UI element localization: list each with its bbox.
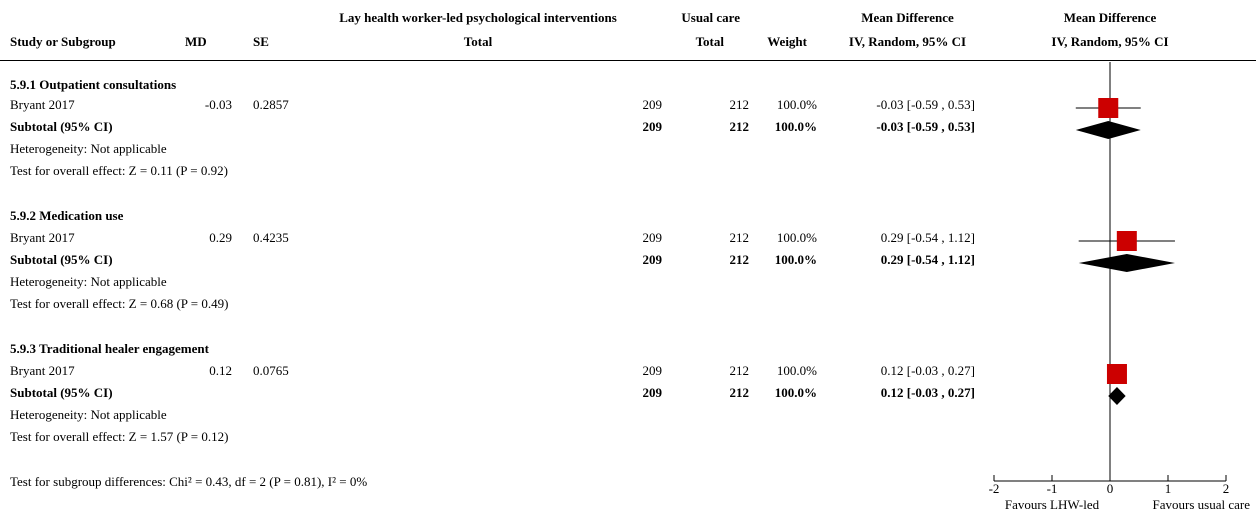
header-study-or-subgroup: Study or Subgroup: [10, 34, 116, 49]
subgroup-title: 5.9.2 Medication use: [10, 208, 124, 223]
study-weight: 100.0%: [776, 363, 817, 378]
study-se: 0.0765: [253, 363, 289, 378]
overall-effect-text: Test for overall effect: Z = 0.68 (P = 0…: [10, 296, 229, 311]
header-divider: [0, 60, 1256, 61]
study-n-ctrl: 212: [729, 230, 750, 245]
heterogeneity-text: Heterogeneity: Not applicable: [10, 141, 167, 156]
study-n-exp: 209: [642, 97, 663, 112]
header-plot-title: Mean Difference: [1063, 10, 1157, 25]
header-se: SE: [253, 34, 269, 49]
study-marker: [1116, 231, 1137, 251]
study-marker: [1106, 364, 1127, 384]
study-weight: 100.0%: [776, 230, 817, 245]
heterogeneity-text: Heterogeneity: Not applicable: [10, 274, 167, 289]
x-tick-label: -2: [989, 481, 1000, 496]
subtotal-diamond: [1075, 121, 1141, 139]
subtotal-ci: 0.29 [-0.54 , 1.12]: [880, 252, 975, 267]
header-experimental-group: Lay health worker-led psychological inte…: [339, 10, 617, 25]
overall-effect-text: Test for overall effect: Z = 1.57 (P = 0…: [10, 429, 229, 444]
study-md: -0.03: [204, 97, 232, 112]
subtotal-n-exp: 209: [642, 385, 663, 400]
subtotal-diamond: [1108, 387, 1126, 405]
study-ci: 0.12 [-0.03 , 0.27]: [880, 363, 975, 378]
study-name: Bryant 2017: [10, 230, 75, 245]
subtotal-ci: -0.03 [-0.59 , 0.53]: [876, 119, 975, 134]
header-effect-method: IV, Random, 95% CI: [848, 34, 967, 49]
subtotal-weight: 100.0%: [774, 252, 817, 267]
study-weight: 100.0%: [776, 97, 817, 112]
header-control-total: Total: [695, 34, 724, 49]
subtotal-weight: 100.0%: [774, 119, 817, 134]
subgroup-title: 5.9.3 Traditional healer engagement: [10, 341, 209, 356]
subgroup-title: 5.9.1 Outpatient consultations: [10, 77, 177, 92]
subtotal-n-exp: 209: [642, 119, 663, 134]
study-n-exp: 209: [642, 363, 663, 378]
subtotal-ci: 0.12 [-0.03 , 0.27]: [880, 385, 975, 400]
header-effect-title: Mean Difference: [861, 10, 954, 25]
study-ci: -0.03 [-0.59 , 0.53]: [876, 97, 975, 112]
study-se: 0.4235: [253, 230, 289, 245]
favours-right-label: Favours usual care: [1153, 497, 1251, 512]
study-md: 0.29: [209, 230, 232, 245]
study-marker: [1098, 98, 1119, 118]
subtotal-label: Subtotal (95% CI): [10, 252, 113, 267]
subtotal-label: Subtotal (95% CI): [10, 385, 113, 400]
subtotal-n-exp: 209: [642, 252, 663, 267]
subtotal-n-ctrl: 212: [729, 385, 750, 400]
x-tick-label: -1: [1047, 481, 1058, 496]
subtotal-diamond: [1078, 254, 1175, 272]
subtotal-weight: 100.0%: [774, 385, 817, 400]
x-tick-label: 0: [1107, 481, 1114, 496]
overall-effect-text: Test for overall effect: Z = 0.11 (P = 0…: [10, 163, 228, 178]
subgroup-differences-text: Test for subgroup differences: Chi² = 0.…: [10, 474, 368, 489]
study-ci: 0.29 [-0.54 , 1.12]: [880, 230, 975, 245]
x-tick-label: 1: [1165, 481, 1172, 496]
subtotal-n-ctrl: 212: [729, 252, 750, 267]
study-se: 0.2857: [253, 97, 289, 112]
subtotal-n-ctrl: 212: [729, 119, 750, 134]
study-name: Bryant 2017: [10, 97, 75, 112]
x-tick-label: 2: [1223, 481, 1230, 496]
header-experimental-total: Total: [463, 34, 493, 49]
study-n-exp: 209: [642, 230, 663, 245]
header-md: MD: [185, 34, 207, 49]
study-md: 0.12: [209, 363, 232, 378]
subtotal-label: Subtotal (95% CI): [10, 119, 113, 134]
study-name: Bryant 2017: [10, 363, 75, 378]
study-n-ctrl: 212: [729, 97, 750, 112]
header-control-group: Usual care: [681, 10, 740, 25]
study-n-ctrl: 212: [729, 363, 750, 378]
header-weight: Weight: [767, 34, 807, 49]
header-plot-method: IV, Random, 95% CI: [1051, 34, 1169, 49]
heterogeneity-text: Heterogeneity: Not applicable: [10, 407, 167, 422]
favours-left-label: Favours LHW-led: [1005, 497, 1100, 512]
